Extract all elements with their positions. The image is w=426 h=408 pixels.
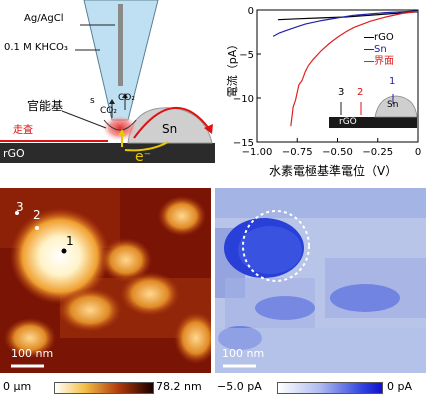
electrolyte-label: 0.1 M KHCO₃ xyxy=(4,42,68,53)
current-colorbar: −5.0 pA 0 pA xyxy=(215,377,426,397)
reaction-glow xyxy=(102,115,138,141)
inset-drawing xyxy=(329,94,418,128)
inset-point-1: 1 xyxy=(389,76,396,87)
current-map-image xyxy=(215,188,426,373)
co2-label-right: CO₂ xyxy=(118,93,135,103)
legend-label-rgo: rGO xyxy=(374,32,394,43)
series-line-1 xyxy=(272,10,419,37)
current-cbar-min: −5.0 pA xyxy=(217,380,262,393)
topo-cbar-gradient xyxy=(54,382,154,394)
schematic-panel: Ag/AgCl 0.1 M KHCO₃ 官能基 走査 s CO₂ CO₂ Sn … xyxy=(0,0,215,175)
chart-panel: −1.00 −0.75 −0.50 −0.25 0 0 −5 −10 −15 電流（pA） 水素… xyxy=(215,0,426,180)
rgo-substrate xyxy=(0,143,215,163)
chart-inset: 3 2 1 Sn rGO xyxy=(327,76,419,134)
chart-xlabel: 水素電極基準電位（V） xyxy=(269,164,398,178)
legend-item-sn: Sn xyxy=(364,44,394,56)
small-s-label: s xyxy=(90,96,95,106)
x-tick-label: −1.00 xyxy=(242,147,273,158)
topography-image xyxy=(0,188,218,373)
legend-label-sn: Sn xyxy=(374,44,387,55)
chart-legend: rGO Sn 界面 xyxy=(364,32,394,68)
inset-point-3: 3 xyxy=(338,87,345,98)
legend-label-interface: 界面 xyxy=(374,56,394,67)
x-tick-label: −0.25 xyxy=(362,147,393,158)
inset-point-2: 2 xyxy=(357,87,364,98)
topo-point-2: 2 xyxy=(33,208,41,222)
functional-group-label: 官能基 xyxy=(27,99,64,113)
current-map-panel: 100 nm xyxy=(215,188,426,373)
x-tick-label: −0.50 xyxy=(322,147,353,158)
current-cbar-max: 0 pA xyxy=(387,380,413,393)
co2-label-left: CO₂ xyxy=(100,106,117,116)
inset-sn-label: Sn xyxy=(387,100,399,110)
y-tick-label: −15 xyxy=(233,138,254,149)
reference-electrode xyxy=(118,4,123,86)
x-tick-label: 0 xyxy=(415,147,421,158)
y-tick-label: −5 xyxy=(239,50,254,61)
topo-cbar-max: 78.2 nm xyxy=(156,380,202,393)
y-tick-label: −10 xyxy=(233,94,254,105)
topo-cbar-min: 0 μm xyxy=(3,380,32,393)
rgo-label: rGO xyxy=(3,147,25,160)
topography-colorbar: 0 μm 78.2 nm xyxy=(0,377,211,397)
schematic-drawing xyxy=(0,0,215,163)
x-tick-label: −0.75 xyxy=(282,147,313,158)
y-tick-label: 0 xyxy=(248,6,254,17)
series-line-2 xyxy=(290,10,419,127)
electron-label: e⁻ xyxy=(135,149,152,165)
current-cbar-gradient xyxy=(277,382,383,394)
current-scalebar-label: 100 nm xyxy=(222,347,265,360)
topo-scalebar-label: 100 nm xyxy=(11,347,54,360)
sn-label: Sn xyxy=(162,122,178,136)
topo-point-3: 3 xyxy=(16,200,24,214)
electrode-label: Ag/AgCl xyxy=(24,13,64,24)
topography-panel: 1 2 3 100 nm xyxy=(0,188,218,373)
legend-item-interface: 界面 xyxy=(364,56,394,68)
current-potential-chart: −1.00 −0.75 −0.50 −0.25 0 0 −5 −10 −15 xyxy=(233,6,421,158)
topo-point-1: 1 xyxy=(66,234,74,248)
legend-item-rgo: rGO xyxy=(364,32,394,44)
scan-label: 走査 xyxy=(13,125,33,136)
inset-rgo-label: rGO xyxy=(339,117,357,127)
chart-ylabel: 電流（pA） xyxy=(226,38,239,98)
